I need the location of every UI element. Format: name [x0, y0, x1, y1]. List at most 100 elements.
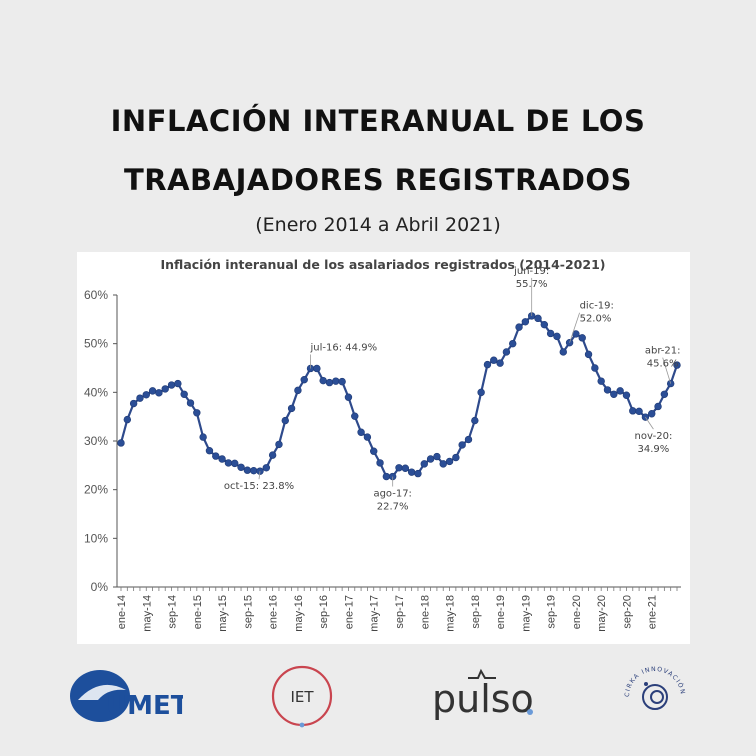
x-tick-label: may-20 — [596, 595, 608, 632]
data-point — [546, 329, 555, 338]
data-point — [420, 460, 428, 468]
data-point — [161, 385, 169, 393]
data-point — [502, 348, 511, 356]
data-point — [319, 376, 327, 385]
series-line — [119, 314, 679, 478]
page-title-line-2: TRABAJADORES REGISTRADOS — [124, 163, 632, 197]
data-point — [376, 459, 384, 467]
x-tick-label: sep-20 — [621, 595, 633, 629]
data-point — [401, 464, 410, 472]
series-line-layer — [119, 314, 679, 478]
annotation-value: 52.0% — [580, 314, 612, 325]
data-point — [629, 407, 637, 415]
data-points-layer — [117, 312, 681, 481]
x-tick-label: ene-20 — [571, 595, 583, 629]
data-point — [193, 409, 201, 417]
data-point — [268, 451, 277, 459]
chart-title: Inflación interanual de los asalariados … — [161, 257, 606, 272]
annotation-leader — [662, 357, 672, 384]
cirka-ring-icon — [642, 684, 668, 710]
x-tick-label: ene-18 — [419, 595, 431, 629]
data-point — [129, 399, 138, 408]
data-point — [483, 360, 492, 369]
data-point — [477, 388, 485, 397]
data-point — [591, 364, 599, 372]
pulso-logo-text: pulso — [432, 677, 534, 721]
iet-logo-text: IET — [290, 688, 314, 706]
data-point — [218, 455, 226, 463]
data-point — [370, 447, 378, 455]
data-point — [174, 379, 182, 388]
inflation-line-chart: Inflación interanual de los asalariados … — [84, 257, 681, 632]
page-subtitle: (Enero 2014 a Abril 2021) — [255, 214, 501, 236]
data-point — [142, 391, 150, 399]
x-tick-label: may-19 — [520, 595, 532, 632]
annotation-label: dic-19: — [580, 301, 614, 312]
data-point — [452, 453, 460, 462]
annotation-label: jul-16: 44.9% — [310, 342, 378, 353]
annotation-value: 34.9% — [638, 444, 670, 455]
umet-logo-mark: UMET — [70, 670, 189, 722]
data-point — [578, 334, 586, 342]
y-tick-label: 10% — [84, 531, 108, 545]
data-point — [540, 320, 549, 329]
y-tick-label: 30% — [84, 434, 108, 448]
data-point — [231, 459, 239, 468]
data-point — [300, 375, 308, 384]
x-tick-label: sep-17 — [394, 595, 406, 629]
iet-dot-icon — [299, 722, 305, 728]
data-point — [616, 387, 624, 395]
x-tick-label: may-16 — [293, 595, 305, 632]
data-point — [186, 399, 195, 407]
x-tick-label: ene-14 — [116, 595, 128, 629]
x-tick-label: sep-18 — [470, 595, 482, 629]
x-tick-label: may-14 — [141, 595, 153, 632]
x-tick-label: ene-21 — [647, 595, 659, 629]
annotation-leader — [569, 312, 580, 343]
data-point — [534, 314, 542, 323]
data-point — [294, 386, 302, 395]
data-point — [332, 377, 340, 385]
data-point — [433, 452, 441, 461]
data-point — [344, 393, 353, 401]
annotation-label: oct-15: 23.8% — [224, 481, 294, 492]
annotation-value: 45.6% — [647, 359, 679, 370]
annotation-label: ago-17: — [373, 489, 411, 500]
data-point — [610, 390, 618, 398]
data-point — [414, 469, 422, 478]
annotation-label: nov-20: — [635, 431, 673, 442]
data-point — [287, 404, 296, 413]
y-tick-label: 50% — [84, 337, 108, 351]
pulso-dot-icon — [527, 709, 533, 715]
data-point — [281, 416, 289, 425]
x-tick-label: ene-16 — [268, 595, 280, 629]
data-point — [357, 428, 365, 436]
data-point — [597, 377, 605, 385]
x-tick-label: sep-16 — [318, 595, 330, 629]
x-tick-label: may-17 — [369, 595, 381, 632]
data-point — [199, 433, 207, 441]
data-point — [660, 390, 669, 398]
x-tick-label: ene-19 — [495, 595, 507, 629]
data-point — [382, 472, 391, 481]
data-point — [439, 460, 447, 468]
annotation-value: 55.7% — [516, 279, 548, 290]
data-point — [654, 402, 662, 411]
chart-panel: Inflación interanual de los asalariados … — [77, 252, 690, 644]
data-point — [471, 416, 479, 425]
data-point — [313, 364, 321, 373]
data-point — [559, 348, 567, 356]
x-tick-label: sep-14 — [167, 595, 179, 629]
data-point — [117, 439, 125, 447]
data-point — [622, 391, 631, 399]
data-point — [603, 386, 612, 394]
y-tick-label: 0% — [91, 580, 109, 594]
y-tick-label: 60% — [84, 288, 108, 302]
data-point — [458, 441, 466, 449]
data-point — [673, 361, 681, 369]
data-point — [351, 412, 359, 420]
data-point — [490, 356, 498, 364]
x-tick-label: ene-17 — [343, 595, 355, 629]
page-title-line-1: INFLACIÓN INTERANUAL DE LOS — [110, 104, 646, 138]
annotation-label: abr-21: — [645, 346, 681, 357]
